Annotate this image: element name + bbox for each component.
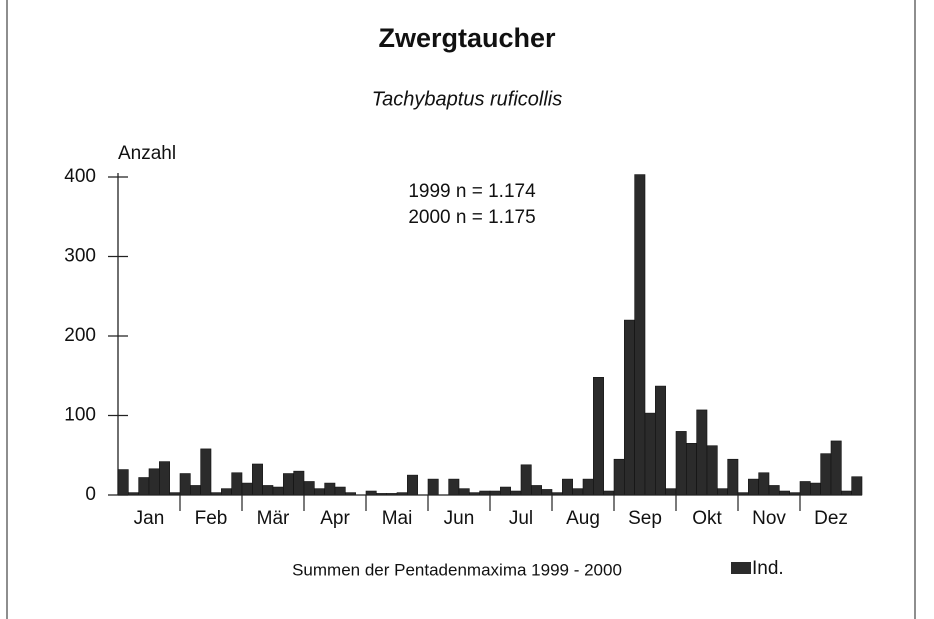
- bar: [458, 488, 470, 496]
- bar: [200, 448, 212, 496]
- bar: [727, 458, 739, 496]
- y-tick-label: 300: [64, 245, 96, 266]
- bar: [448, 478, 460, 496]
- bar: [748, 478, 759, 496]
- x-tick-label: Mai: [382, 508, 413, 529]
- bar: [624, 319, 635, 496]
- chart-subtitle: Tachybaptus ruficollis: [372, 88, 562, 110]
- x-tick-label: Sep: [628, 508, 662, 529]
- bar: [252, 463, 263, 496]
- bar: [138, 477, 150, 496]
- bar: [851, 476, 863, 496]
- bar: [810, 482, 821, 496]
- bar: [407, 474, 418, 496]
- bar: [262, 485, 274, 496]
- x-tick-label: Mär: [257, 508, 290, 529]
- bar: [241, 482, 253, 496]
- bar: [686, 443, 697, 496]
- bar: [582, 478, 594, 496]
- y-tick-label: 200: [64, 325, 96, 346]
- bar: [283, 473, 294, 496]
- bar: [520, 464, 532, 496]
- bar: [768, 485, 780, 496]
- bar: [717, 488, 728, 496]
- bar: [190, 485, 201, 496]
- x-tick-label: Okt: [692, 508, 722, 529]
- bar: [675, 431, 687, 496]
- y-axis-label: Anzahl: [118, 143, 176, 164]
- x-tick-label: Aug: [566, 508, 600, 529]
- x-tick-label: Jan: [134, 508, 165, 529]
- bar: [820, 453, 832, 496]
- bar: [706, 445, 718, 496]
- bar: [293, 470, 305, 496]
- bar: [613, 458, 625, 496]
- bar: [572, 488, 584, 496]
- bar: [655, 385, 666, 496]
- bar: [593, 377, 604, 496]
- bar: [500, 486, 511, 496]
- bar: [696, 409, 708, 496]
- x-tick-label: Jun: [444, 508, 475, 529]
- bar: [117, 469, 129, 496]
- bar: [159, 461, 170, 496]
- y-tick-label: 0: [85, 484, 96, 505]
- annotation: 1999 n = 1.174: [408, 181, 536, 202]
- x-tick-label: Dez: [814, 508, 848, 529]
- x-tick-label: Feb: [195, 508, 228, 529]
- bar: [303, 481, 315, 496]
- bar: [324, 482, 336, 496]
- annotation: 2000 n = 1.175: [408, 207, 535, 228]
- bar: [427, 478, 439, 496]
- x-tick-label: Nov: [752, 508, 786, 529]
- x-axis-label: Summen der Pentadenmaxima 1999 - 2000: [292, 560, 622, 579]
- bar: [272, 486, 284, 496]
- bar: [231, 472, 243, 496]
- bar: [148, 468, 160, 496]
- bar: [334, 486, 346, 496]
- bar: [221, 488, 232, 496]
- x-tick-label: Apr: [320, 508, 350, 529]
- bar: [531, 485, 542, 496]
- bar: [634, 174, 646, 496]
- bar: [179, 473, 191, 496]
- bar: [665, 488, 677, 496]
- legend-label: Ind.: [752, 558, 784, 579]
- bar: [758, 472, 770, 496]
- bar: [644, 412, 656, 496]
- chart-title: Zwergtaucher: [378, 23, 556, 53]
- y-tick-label: 400: [64, 166, 96, 187]
- bar: [541, 489, 553, 496]
- x-tick-label: Jul: [509, 508, 533, 529]
- legend-swatch: [731, 562, 751, 574]
- y-tick-label: 100: [64, 405, 96, 426]
- bar: [562, 478, 573, 496]
- bar: [830, 440, 842, 496]
- bar: [314, 488, 325, 496]
- bar: [799, 481, 811, 496]
